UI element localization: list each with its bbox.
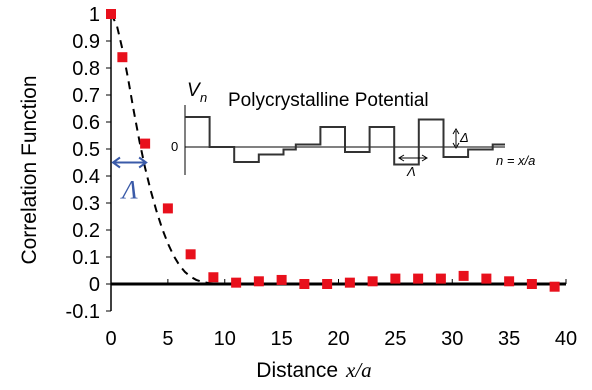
x-tick-label: 5: [162, 328, 173, 350]
y-tick-label: 1: [89, 4, 100, 26]
data-point: [208, 272, 219, 283]
inset-delta-label: Δ: [459, 130, 469, 145]
x-tick-label: 30: [441, 328, 463, 350]
data-points: [106, 9, 560, 292]
fit-curve: [110, 13, 225, 285]
data-point: [367, 276, 378, 287]
x-tick-label: 35: [498, 328, 520, 350]
inset-potential-diagram: Polycrystalline Potential V n 0 n = x/a …: [171, 80, 535, 179]
data-point: [435, 273, 446, 284]
x-tick-label: 40: [555, 328, 577, 350]
data-point: [526, 279, 537, 289]
inset-lambda-label: Λ: [406, 164, 416, 179]
y-tick-label: 0.7: [72, 85, 100, 107]
y-tick-label: 0.9: [72, 31, 100, 53]
y-tick-label: 0.4: [72, 166, 100, 188]
y-tick-label: 0.8: [72, 58, 100, 80]
data-point: [162, 203, 173, 214]
lambda-arrow-head-left: [111, 156, 121, 169]
inset-x-label: n = x/a: [496, 153, 535, 168]
x-axis-label: Distance: [256, 359, 338, 382]
lambda-marker: Λ: [111, 156, 148, 205]
inset-delta-arrow-head-bottom: [452, 142, 460, 149]
data-point: [504, 276, 515, 287]
x-tick-label: 15: [271, 328, 293, 350]
data-point: [117, 52, 128, 63]
x-axis-label-variable: x/a: [345, 358, 372, 382]
y-tick-label: 0.2: [72, 220, 100, 242]
y-tick-label: 0.5: [72, 139, 100, 161]
x-tick-group: 0 5 10 15 20 25 30 35 40: [105, 279, 577, 350]
x-tick-label: 10: [214, 328, 236, 350]
y-tick-label: 0.3: [72, 193, 100, 215]
x-tick-label: 20: [327, 328, 349, 350]
data-point: [140, 138, 151, 149]
y-tick-label: 0.6: [72, 112, 100, 134]
inset-zero-label: 0: [171, 139, 178, 154]
inset-lambda-arrow-head-right: [421, 154, 428, 162]
data-point: [231, 277, 242, 288]
inset-y-label-subscript: n: [200, 90, 207, 105]
y-tick-label: 0: [89, 274, 100, 296]
inset-step-potential: [185, 116, 505, 166]
data-point: [481, 273, 492, 284]
inset-delta-arrow-head-top: [452, 128, 460, 135]
inset-title: Polycrystalline Potential: [228, 90, 429, 111]
data-point: [549, 281, 560, 292]
data-point: [344, 277, 355, 288]
y-axis-label: Correlation Function: [18, 75, 41, 264]
y-tick-label: 0.1: [72, 247, 100, 269]
lambda-label: Λ: [119, 176, 138, 205]
y-tick-group: -0.1 0 0.1 0.2 0.3 0.4 0.5 0.6 0.7 0.8 0.9 1: [66, 4, 111, 323]
data-point: [276, 274, 287, 285]
data-point: [299, 279, 310, 289]
data-point: [458, 270, 469, 281]
x-tick-label: 0: [105, 328, 116, 350]
data-point: [322, 279, 333, 289]
lambda-arrow-head-right: [138, 156, 148, 169]
y-tick-label: -0.1: [66, 301, 100, 323]
data-point: [390, 273, 401, 284]
data-point: [413, 273, 424, 284]
inset-y-label: V: [187, 80, 202, 101]
inset-lambda-arrow-head-left: [398, 154, 405, 162]
data-point: [253, 276, 264, 287]
data-point: [185, 249, 196, 260]
x-tick-label: 25: [384, 328, 406, 350]
data-point: [106, 9, 116, 19]
